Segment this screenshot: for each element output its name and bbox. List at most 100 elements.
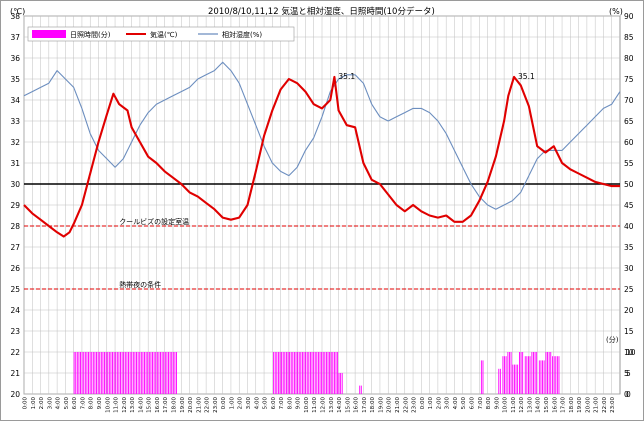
- sunshine-bar: [322, 352, 324, 394]
- x-tick-label: 2:00: [436, 397, 442, 410]
- sunshine-block: [338, 373, 343, 394]
- sunshine-bar: [86, 352, 88, 394]
- sunshine-bar: [273, 352, 275, 394]
- x-tick-label: 22:00: [602, 397, 608, 413]
- sunshine-bar: [158, 352, 160, 394]
- y-left-unit: (℃): [10, 7, 25, 16]
- sunshine-bar: [279, 352, 281, 394]
- y-left-tick-label: 22: [10, 348, 20, 357]
- y-right-tick-label: 35: [624, 243, 634, 252]
- sunshine-bar: [526, 356, 528, 394]
- y-left-tick-label: 34: [10, 96, 20, 105]
- sunshine-bar: [176, 352, 177, 394]
- y-left-tick-label: 29: [10, 201, 20, 210]
- sunshine-bar: [107, 352, 109, 394]
- sunshine-bar: [480, 360, 482, 394]
- x-tick-label: 9:00: [97, 397, 103, 410]
- sunshine-bar: [507, 352, 509, 394]
- sunshine-bar: [282, 352, 284, 394]
- sunshine-bar: [76, 352, 78, 394]
- sunshine-block: [519, 352, 524, 394]
- x-tick-label: 4:00: [453, 397, 459, 410]
- y-right-tick-label: 85: [624, 33, 634, 42]
- sunshine-bar: [73, 352, 75, 394]
- sunshine-bar: [290, 352, 292, 394]
- sunshine-bar: [324, 352, 326, 394]
- y-right-tick-label: 15: [624, 327, 634, 336]
- y-right-tick-label: 65: [624, 117, 634, 126]
- x-tick-label: 17:00: [163, 397, 169, 413]
- x-tick-label: 10:00: [105, 397, 111, 413]
- sunshine-block: [502, 356, 507, 394]
- x-tick-label: 9:00: [296, 397, 302, 410]
- sunshine-bars: [73, 352, 560, 394]
- x-tick-label: 11:00: [114, 397, 120, 413]
- x-tick-label: 18:00: [569, 397, 575, 413]
- sunshine-bar: [148, 352, 150, 394]
- sunshine-bar: [333, 352, 335, 394]
- sunshine-block: [545, 352, 552, 394]
- y-right-tick-label: 80: [624, 54, 634, 63]
- sunshine-bar: [316, 352, 318, 394]
- x-tick-label: 19:00: [378, 397, 384, 413]
- sunshine-bar: [298, 352, 300, 394]
- x-tick-label: 1:00: [229, 397, 235, 410]
- x-tick-label: 23:00: [213, 397, 219, 413]
- legend-label: 相対湿度(%): [222, 30, 262, 39]
- x-tick-label: 1:00: [31, 397, 37, 410]
- sunshine-bar: [520, 352, 522, 394]
- sunshine-bar: [160, 352, 161, 394]
- x-tick-label: 16:00: [552, 397, 558, 413]
- sunshine-bar: [116, 352, 118, 394]
- sunshine-bar: [311, 352, 313, 394]
- y-right-tick-label: 40: [624, 222, 634, 231]
- sunshine-bar: [105, 352, 107, 394]
- sunshine-bar: [140, 352, 142, 394]
- sunshine-bar: [542, 360, 543, 394]
- sunshine-bar: [131, 352, 133, 394]
- sunshine-block: [531, 352, 538, 394]
- x-tick-label: 6:00: [271, 397, 277, 410]
- y-left-tick-label: 21: [10, 369, 20, 378]
- x-tick-label: 16:00: [354, 397, 360, 413]
- x-tick-label: 5:00: [461, 397, 467, 410]
- sunshine-bar: [505, 356, 507, 394]
- y-right-tick-label: 10: [624, 348, 634, 357]
- y-right-tick-label: 30: [624, 264, 634, 273]
- sunshine-bar: [295, 352, 297, 394]
- reference-line-label: 熱帯夜の条件: [119, 280, 161, 289]
- sunshine-block: [273, 352, 339, 394]
- sunshine-bar: [556, 356, 558, 394]
- x-tick-label: 0:00: [420, 397, 426, 410]
- x-tick-label: 2:00: [39, 397, 45, 410]
- x-tick-label: 23:00: [412, 397, 418, 413]
- sunshine-bar: [515, 364, 517, 394]
- x-tick-label: 15:00: [345, 397, 351, 413]
- x-tick-label: 10:00: [304, 397, 310, 413]
- sunshine-bar: [297, 352, 299, 394]
- y-left-tick-label: 30: [10, 180, 20, 189]
- sunshine-bar: [337, 352, 339, 394]
- sunshine-bar: [274, 352, 276, 394]
- sunshine-bar: [84, 352, 86, 394]
- y-right-tick-label: 5: [624, 369, 629, 378]
- x-tick-label: 13:00: [527, 397, 533, 413]
- sunshine-block: [512, 364, 519, 394]
- x-tick-label: 12:00: [122, 397, 128, 413]
- sunshine-bar: [287, 352, 289, 394]
- sunshine-block: [538, 360, 545, 394]
- sunshine-bar: [123, 352, 125, 394]
- peak-annotation: 35.1: [338, 72, 355, 81]
- y-left-tick-label: 35: [10, 75, 20, 84]
- sunshine-bar: [341, 373, 343, 394]
- sunshine-bar: [89, 352, 91, 394]
- x-tick-label: 14:00: [337, 397, 343, 413]
- sunshine-bar: [330, 352, 332, 394]
- sunshine-block: [359, 385, 362, 394]
- sunshine-bar: [174, 352, 176, 394]
- x-tick-label: 13:00: [130, 397, 136, 413]
- x-tick-label: 14:00: [138, 397, 144, 413]
- x-tick-label: 10:00: [503, 397, 509, 413]
- sunshine-bar: [547, 352, 548, 394]
